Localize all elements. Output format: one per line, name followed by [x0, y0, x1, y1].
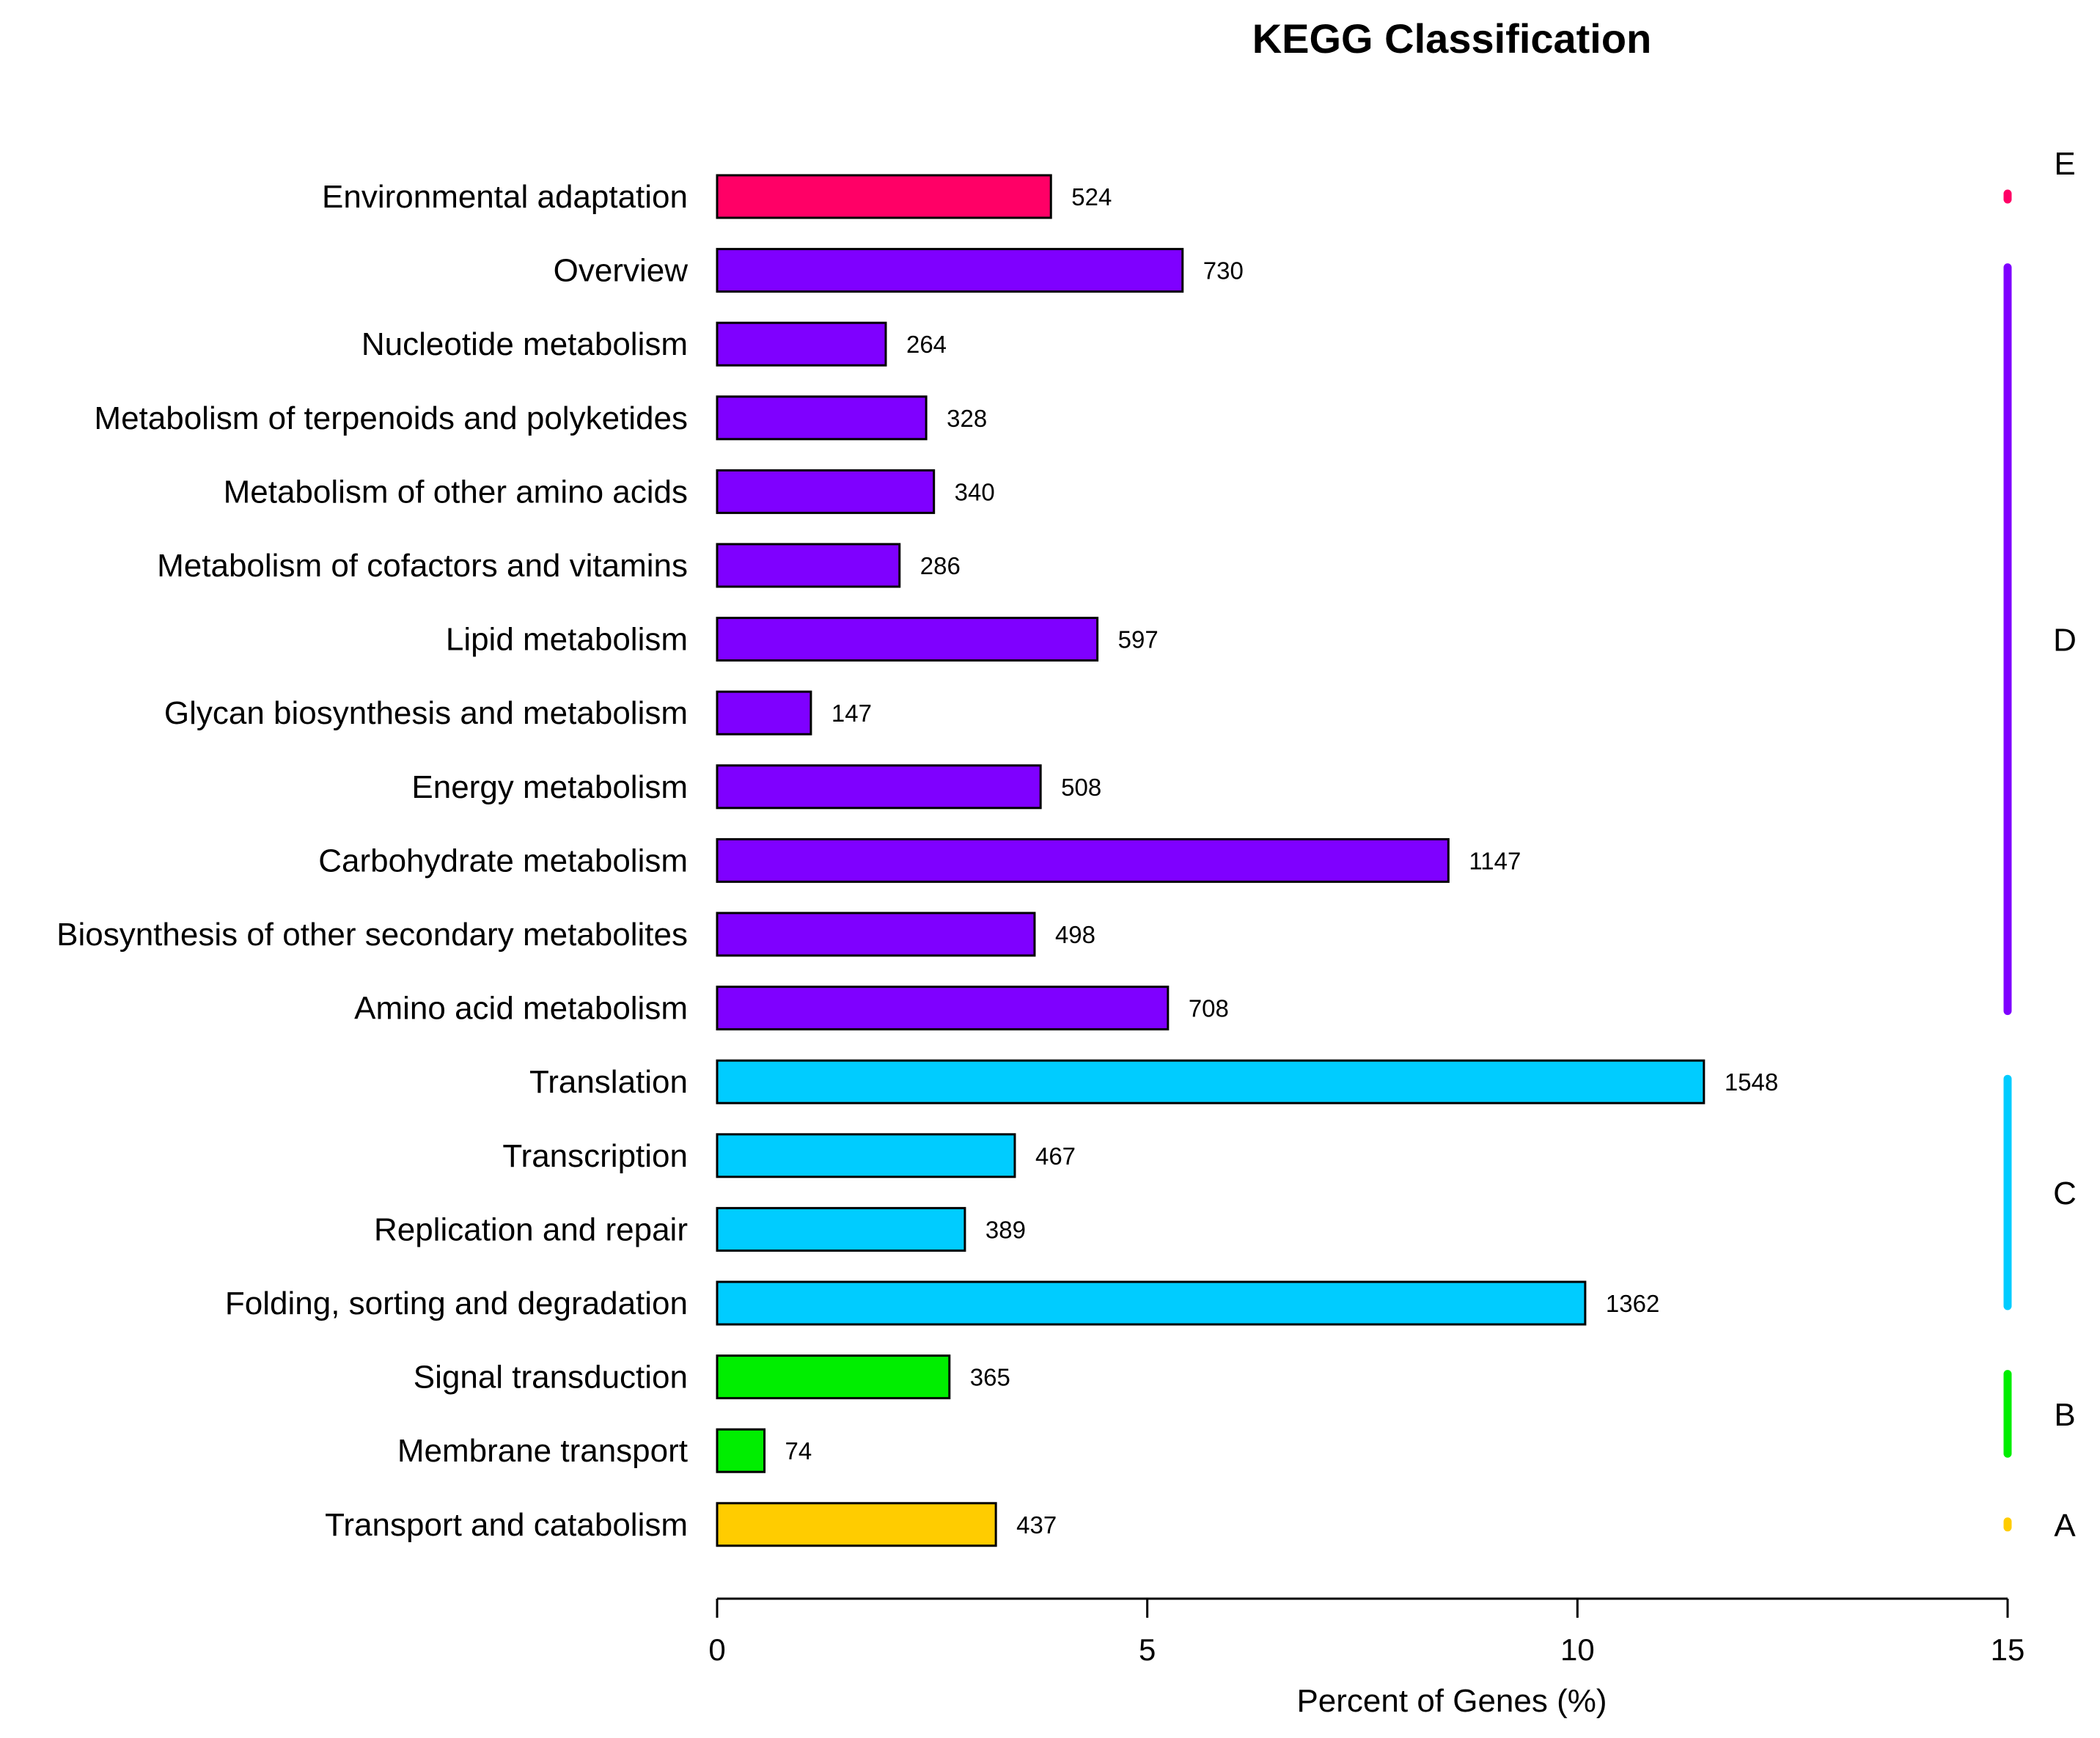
bar-value-label: 1362 [1606, 1290, 1659, 1317]
bar-metabolism-of-cofactors-and-vitamins [716, 543, 901, 588]
category-label: Metabolism of terpenoids and polyketides [94, 400, 688, 436]
group-label-c: C [2053, 1176, 2077, 1211]
bar-value-label: 286 [920, 552, 961, 579]
bar-overview [716, 248, 1184, 293]
bar-value-label: 498 [1055, 921, 1095, 948]
bar-nucleotide-metabolism [716, 321, 887, 367]
bar-value-label: 389 [985, 1216, 1026, 1243]
bar-value-label: 730 [1203, 257, 1244, 285]
x-tick-label: 5 [1139, 1632, 1156, 1667]
bar-value-label: 340 [955, 478, 995, 505]
category-label: Transport and catabolism [325, 1507, 688, 1543]
category-label: Nucleotide metabolism [361, 326, 688, 362]
category-label: Overview [554, 253, 689, 289]
category-label: Translation [529, 1064, 688, 1100]
bar-value-label: 1147 [1469, 847, 1521, 874]
bar-value-label: 437 [1016, 1511, 1057, 1539]
group-label-a: A [2054, 1508, 2076, 1544]
chart-title: KEGG Classification [1252, 15, 1652, 62]
category-label: Signal transduction [414, 1360, 688, 1396]
bar-translation [716, 1059, 1706, 1104]
group-label-e: E [2054, 146, 2075, 182]
bar-value-label: 597 [1118, 626, 1159, 653]
bar-signal-transduction [716, 1354, 951, 1400]
bars-layer: Environmental adaptation 524 Overview 730 Nu… [56, 174, 1778, 1547]
bar-value-label: 74 [785, 1437, 812, 1464]
category-label: Biosynthesis of other secondary metaboli… [56, 917, 688, 953]
category-label: Metabolism of other amino acids [224, 474, 688, 510]
bar-value-label: 508 [1061, 774, 1101, 801]
bar-value-label: 524 [1071, 183, 1112, 210]
bar-value-label: 328 [947, 405, 987, 432]
bar-metabolism-of-terpenoids-and-polyketides [716, 395, 928, 441]
x-axis: 0 5 10 15 [708, 1597, 2025, 1667]
bar-energy-metabolism [716, 764, 1042, 810]
category-label: Replication and repair [374, 1211, 688, 1247]
group-bars-layer: E D C B A [2003, 146, 2077, 1544]
group-label-b: B [2054, 1397, 2075, 1433]
category-label: Folding, sorting and degradation [225, 1286, 688, 1321]
bar-environmental-adaptation [716, 174, 1052, 219]
category-label: Metabolism of cofactors and vitamins [157, 548, 688, 584]
bar-lipid-metabolism [716, 617, 1099, 662]
bar-value-label: 264 [906, 331, 947, 358]
bar-glycan-biosynthesis-and-metabolism [716, 690, 812, 736]
bar-value-label: 467 [1035, 1143, 1076, 1170]
bar-carbohydrate-metabolism [716, 837, 1450, 883]
bar-value-label: 365 [970, 1364, 1010, 1391]
category-label: Glycan biosynthesis and metabolism [164, 695, 688, 731]
bar-transport-and-catabolism [716, 1502, 997, 1547]
bar-replication-and-repair [716, 1206, 966, 1252]
category-label: Membrane transport [397, 1433, 688, 1469]
bar-value-label: 147 [831, 700, 872, 727]
category-label: Energy metabolism [411, 769, 688, 805]
bar-metabolism-of-other-amino-acids [716, 469, 936, 514]
x-tick-label: 10 [1560, 1632, 1595, 1667]
category-label: Carbohydrate metabolism [318, 843, 688, 879]
bar-folding-sorting-and-degradation [716, 1280, 1587, 1326]
bar-value-label: 708 [1189, 995, 1229, 1022]
bar-membrane-transport [716, 1428, 766, 1473]
bar-amino-acid-metabolism [716, 986, 1170, 1031]
x-tick-label: 0 [708, 1632, 725, 1667]
bar-value-label: 1548 [1725, 1068, 1778, 1096]
category-label: Amino acid metabolism [354, 991, 688, 1027]
x-tick-label: 15 [1991, 1632, 2025, 1667]
bar-biosynthesis-of-other-secondary-metabolites [716, 912, 1036, 957]
category-label: Lipid metabolism [446, 622, 688, 658]
category-label: Transcription [502, 1138, 688, 1174]
group-label-d: D [2053, 623, 2077, 659]
category-label: Environmental adaptation [322, 179, 688, 215]
bar-transcription [716, 1133, 1016, 1178]
x-axis-title: Percent of Genes (%) [1296, 1683, 1607, 1719]
